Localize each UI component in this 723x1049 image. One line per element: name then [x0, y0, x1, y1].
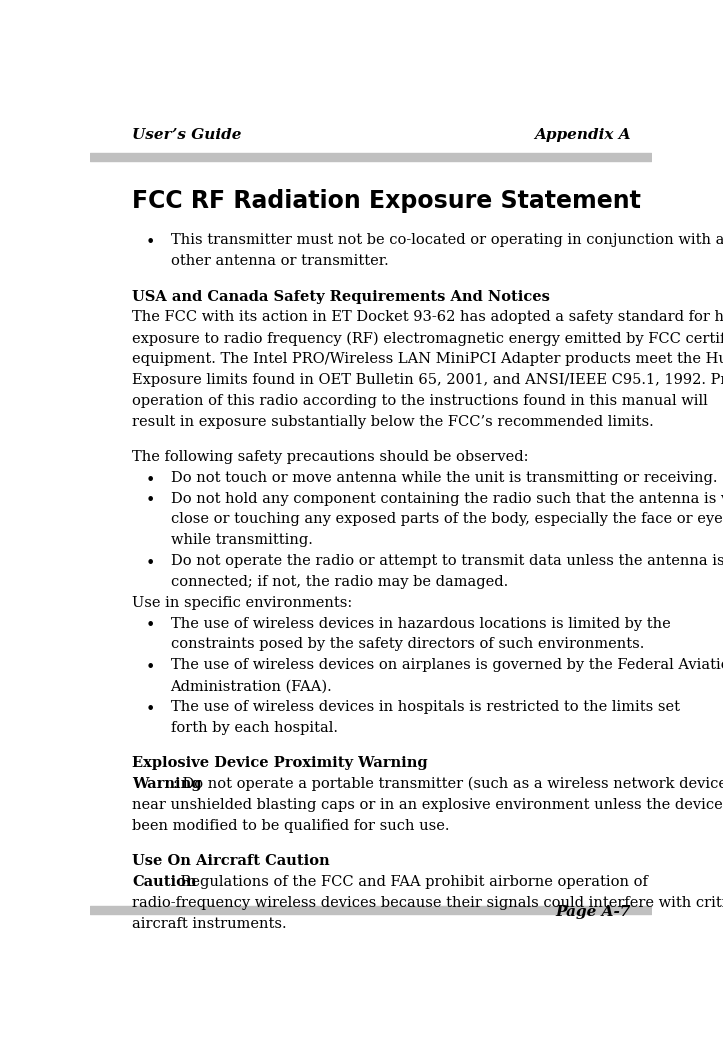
Text: constraints posed by the safety directors of such environments.: constraints posed by the safety director…: [171, 638, 644, 651]
Text: The following safety precautions should be observed:: The following safety precautions should …: [132, 450, 529, 464]
Text: USA and Canada Safety Requirements And Notices: USA and Canada Safety Requirements And N…: [132, 290, 550, 303]
Text: The use of wireless devices in hazardous locations is limited by the: The use of wireless devices in hazardous…: [171, 617, 670, 630]
Text: operation of this radio according to the instructions found in this manual will: operation of this radio according to the…: [132, 393, 708, 408]
Text: •: •: [145, 618, 155, 635]
Text: This transmitter must not be co-located or operating in conjunction with any: This transmitter must not be co-located …: [171, 233, 723, 248]
Text: while transmitting.: while transmitting.: [171, 533, 312, 548]
Text: Do not operate the radio or attempt to transmit data unless the antenna is: Do not operate the radio or attempt to t…: [171, 554, 723, 569]
Text: •: •: [145, 234, 155, 251]
Text: exposure to radio frequency (RF) electromagnetic energy emitted by FCC certified: exposure to radio frequency (RF) electro…: [132, 331, 723, 345]
Text: : Do not operate a portable transmitter (such as a wireless network device): : Do not operate a portable transmitter …: [174, 777, 723, 791]
Text: The use of wireless devices on airplanes is governed by the Federal Aviation: The use of wireless devices on airplanes…: [171, 659, 723, 672]
Text: Do not hold any component containing the radio such that the antenna is very: Do not hold any component containing the…: [171, 492, 723, 506]
Text: The FCC with its action in ET Docket 93-62 has adopted a safety standard for hum: The FCC with its action in ET Docket 93-…: [132, 311, 723, 324]
Text: other antenna or transmitter.: other antenna or transmitter.: [171, 254, 388, 269]
Text: been modified to be qualified for such use.: been modified to be qualified for such u…: [132, 819, 450, 833]
Text: connected; if not, the radio may be damaged.: connected; if not, the radio may be dama…: [171, 575, 508, 588]
Text: •: •: [145, 659, 155, 677]
Text: Appendix A: Appendix A: [534, 128, 631, 142]
Text: •: •: [145, 701, 155, 718]
Text: User’s Guide: User’s Guide: [132, 128, 242, 142]
Text: : Regulations of the FCC and FAA prohibit airborne operation of: : Regulations of the FCC and FAA prohibi…: [171, 875, 648, 889]
Text: Page A-7: Page A-7: [555, 905, 631, 919]
Text: radio-frequency wireless devices because their signals could interfere with crit: radio-frequency wireless devices because…: [132, 896, 723, 909]
Text: Administration (FAA).: Administration (FAA).: [171, 679, 333, 693]
Text: •: •: [145, 492, 155, 510]
Text: equipment. The Intel PRO/Wireless LAN MiniPCI Adapter products meet the Human: equipment. The Intel PRO/Wireless LAN Mi…: [132, 352, 723, 366]
Text: Explosive Device Proximity Warning: Explosive Device Proximity Warning: [132, 756, 428, 770]
Text: result in exposure substantially below the FCC’s recommended limits.: result in exposure substantially below t…: [132, 414, 654, 429]
Text: FCC RF Radiation Exposure Statement: FCC RF Radiation Exposure Statement: [132, 189, 641, 213]
Text: Warning: Warning: [132, 777, 202, 791]
Text: The use of wireless devices in hospitals is restricted to the limits set: The use of wireless devices in hospitals…: [171, 700, 680, 714]
Text: Exposure limits found in OET Bulletin 65, 2001, and ANSI/IEEE C95.1, 1992. Prope: Exposure limits found in OET Bulletin 65…: [132, 372, 723, 387]
Text: •: •: [145, 472, 155, 489]
Text: near unshielded blasting caps or in an explosive environment unless the device h: near unshielded blasting caps or in an e…: [132, 798, 723, 812]
Text: forth by each hospital.: forth by each hospital.: [171, 721, 338, 735]
Text: close or touching any exposed parts of the body, especially the face or eyes,: close or touching any exposed parts of t…: [171, 513, 723, 527]
Text: aircraft instruments.: aircraft instruments.: [132, 917, 287, 930]
Text: Use On Aircraft Caution: Use On Aircraft Caution: [132, 854, 330, 869]
Text: •: •: [145, 555, 155, 572]
Text: Caution: Caution: [132, 875, 197, 889]
Text: Do not touch or move antenna while the unit is transmitting or receiving.: Do not touch or move antenna while the u…: [171, 471, 717, 485]
Text: Use in specific environments:: Use in specific environments:: [132, 596, 353, 609]
